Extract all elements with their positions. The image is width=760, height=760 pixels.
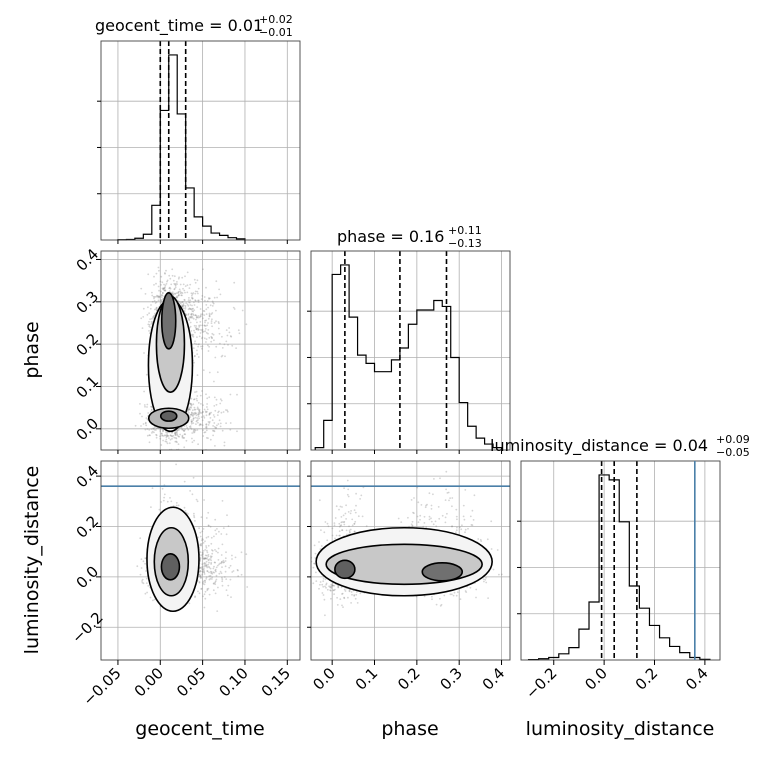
x-tick-label: 0.4 [682, 664, 712, 694]
y-tick-label: 0.4 [73, 245, 103, 275]
panel-luminosity-distance-vs-geocent-time [100, 460, 301, 661]
title-phase-minus: −0.13 [448, 237, 482, 250]
title-phase: phase = 0.16 [337, 227, 444, 246]
title-geocent-time-plus: +0.02 [259, 13, 293, 26]
panel-border [310, 460, 511, 661]
y-tick-label: 0.4 [73, 462, 103, 492]
contour [334, 559, 356, 580]
title-luminosity-distance-minus: −0.05 [716, 446, 750, 459]
title-geocent-time: geocent_time = 0.01 [95, 16, 263, 36]
ylabel-luminosity-distance: luminosity_distance [21, 466, 43, 655]
panel-border [100, 40, 301, 241]
title-phase-plus: +0.11 [448, 224, 482, 237]
y-tick-label: 0.1 [73, 372, 103, 402]
histogram-step [527, 474, 711, 661]
x-tick-label: 0.0 [309, 664, 339, 694]
panel-border [100, 460, 301, 661]
panel-luminosity-distance-hist [517, 460, 721, 661]
contour [160, 292, 177, 350]
x-tick-label: −0.05 [80, 664, 125, 709]
y-tick-label: 0.2 [73, 330, 103, 360]
x-tick-label: 0.2 [394, 664, 424, 694]
xlabel-phase: phase [381, 718, 438, 740]
histogram-step [117, 54, 246, 241]
x-tick-label: 0.00 [131, 664, 167, 700]
panel-border [100, 250, 301, 451]
title-luminosity-distance: luminosity_distance = 0.04 [490, 436, 708, 456]
x-tick-label: 0.0 [581, 664, 611, 694]
density-contours [315, 526, 493, 597]
x-tick-label: 0.15 [258, 664, 294, 700]
xlabel-luminosity-distance: luminosity_distance [526, 718, 715, 740]
x-tick-label: 0.2 [632, 664, 662, 694]
x-tick-label: 0.3 [436, 664, 466, 694]
y-tick-label: 0.3 [73, 287, 103, 317]
title-geocent-time-minus: −0.01 [259, 26, 293, 39]
x-tick-label: −0.2 [522, 664, 560, 702]
panel-geocent-time-hist [97, 40, 301, 241]
contour [421, 562, 464, 582]
density-contours [146, 506, 200, 613]
xlabel-geocent-time: geocent_time [135, 718, 264, 740]
x-tick-label: 0.05 [173, 664, 209, 700]
title-luminosity-distance-plus: +0.09 [716, 433, 750, 446]
panel-border [520, 460, 721, 661]
x-tick-label: 0.4 [479, 664, 509, 694]
panel-border [310, 250, 511, 451]
y-tick-label: 0.0 [73, 563, 103, 593]
contour [160, 552, 181, 581]
y-tick-label: 0.2 [73, 512, 103, 542]
ylabel-phase: phase [21, 321, 43, 378]
panel-luminosity-distance-vs-phase [310, 460, 511, 661]
panel-phase-vs-geocent-time [100, 250, 301, 451]
x-tick-label: 0.10 [215, 664, 251, 700]
x-tick-label: 0.1 [352, 664, 382, 694]
y-tick-label: 0.0 [73, 414, 103, 444]
contour [159, 410, 178, 422]
density-contours [147, 292, 194, 433]
panel-phase-hist [307, 250, 511, 451]
histogram-step [314, 264, 503, 450]
